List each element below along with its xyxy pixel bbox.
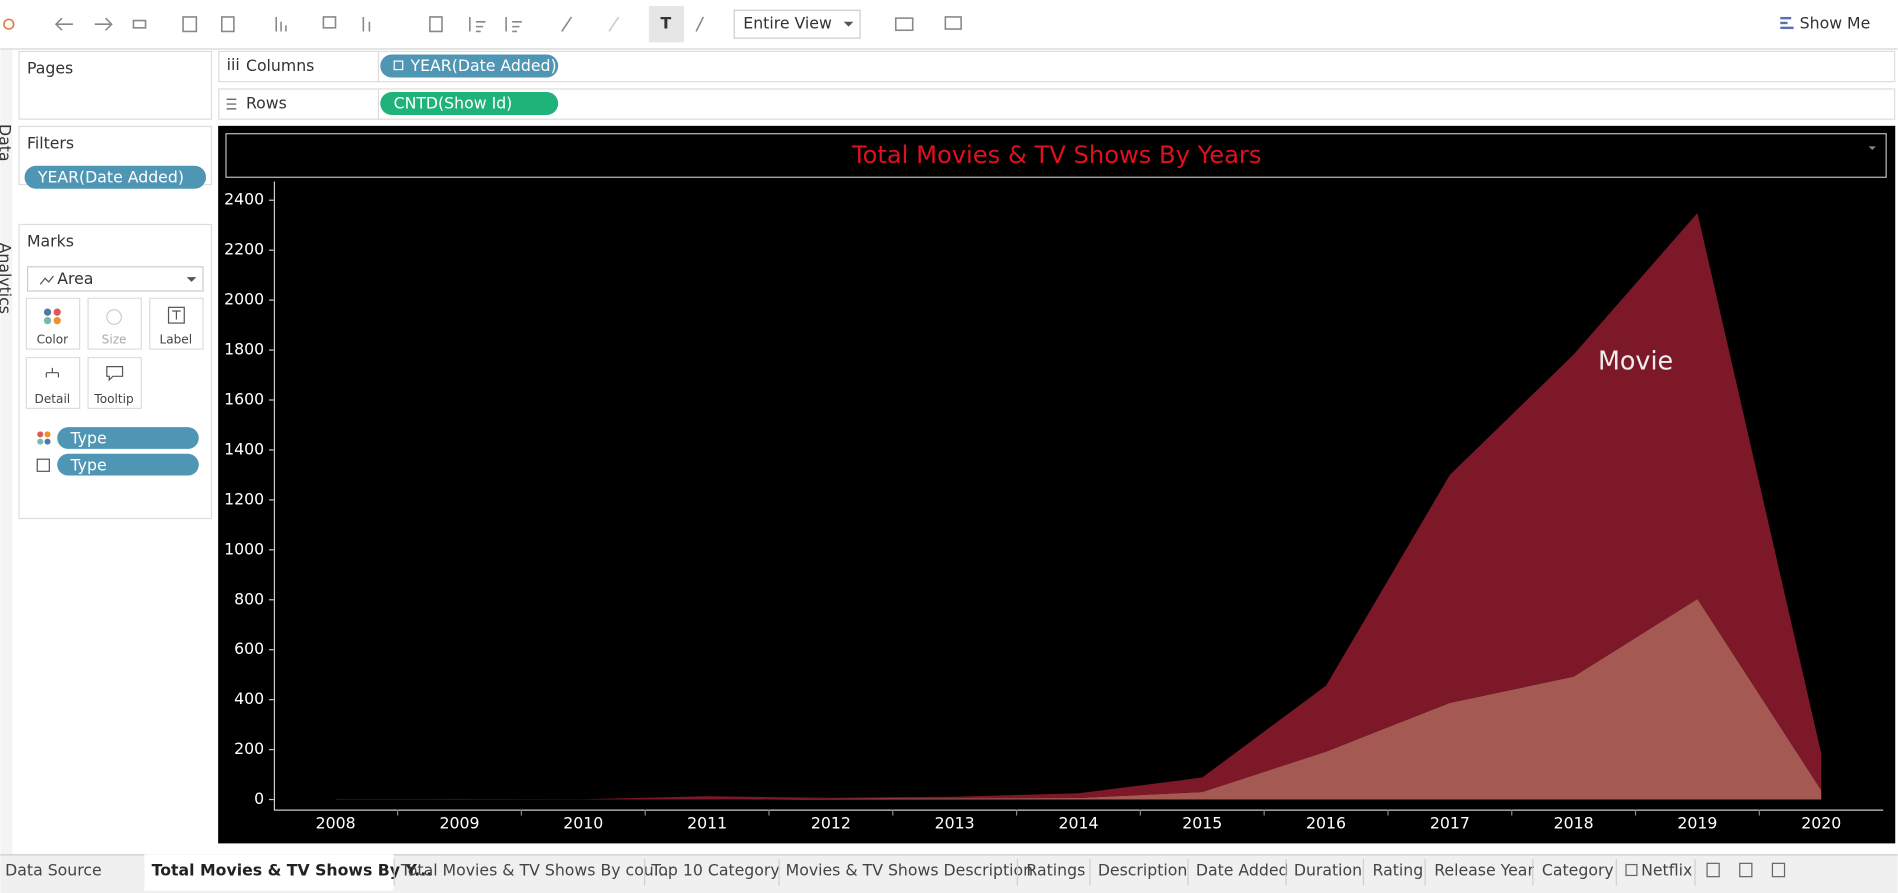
view-dropdown[interactable] <box>733 9 861 39</box>
show-me-icon <box>1780 16 1794 30</box>
y-tick-label: 2000 <box>224 290 264 309</box>
x-tick-label: 2019 <box>1677 814 1717 833</box>
rows-icon <box>226 98 237 110</box>
area <box>335 599 1822 800</box>
type-pill-text[interactable]: Type <box>70 455 107 474</box>
title-menu[interactable] <box>1868 146 1876 151</box>
sheet-tab[interactable]: Ratings <box>1026 861 1085 880</box>
y-tick-label: 600 <box>234 639 264 658</box>
sheet-tab[interactable]: Date Added <box>1196 861 1289 880</box>
new-sheet-button[interactable] <box>1739 862 1753 878</box>
toolbar <box>0 0 1898 49</box>
filter-pill-text[interactable]: YEAR(Date Added) <box>37 167 184 186</box>
columns-label: Columns <box>246 56 314 75</box>
type-pill-text[interactable]: Type <box>70 429 107 448</box>
x-tick-label: 2012 <box>811 814 851 833</box>
side-tab[interactable]: Data <box>0 124 14 162</box>
button-label[interactable]: Color <box>37 333 69 347</box>
show-me[interactable]: Show Me <box>1800 14 1871 33</box>
marks-title: Marks <box>27 232 74 251</box>
detail-button[interactable] <box>25 356 81 409</box>
y-tick-label: 800 <box>234 589 264 608</box>
new-sheet-button[interactable] <box>1706 862 1720 878</box>
mark-type[interactable]: Area <box>57 269 93 288</box>
pages-card <box>18 50 213 120</box>
rows-label: Rows <box>246 94 287 113</box>
sheet-tab[interactable]: Top 10 Category <box>650 861 779 880</box>
y-tick-label: 1000 <box>224 539 264 558</box>
dropdown-arrow <box>186 277 197 282</box>
sheet-tab[interactable]: Total Movies & TV Shows By cou... <box>400 861 669 880</box>
columns-icon: iii <box>227 55 240 74</box>
color-button[interactable] <box>25 297 81 350</box>
sheet-tab[interactable]: Category <box>1542 861 1614 880</box>
x-tick-label: 2014 <box>1058 814 1098 833</box>
netflix-icon <box>1625 863 1638 877</box>
rows-pill-text[interactable]: CNTD(Show Id) <box>394 94 513 113</box>
sheet-tab[interactable]: Description <box>1098 861 1188 880</box>
mark-buttons: Color Size Label Detail Tooltip <box>25 297 204 409</box>
label-icon <box>36 458 50 472</box>
y-tick-label: 200 <box>234 739 264 758</box>
columns-pill[interactable] <box>380 54 559 78</box>
side-strip <box>0 49 13 855</box>
y-tick-label: 2400 <box>224 190 264 209</box>
side-tab[interactable]: Analytics <box>0 243 14 314</box>
y-tick-label: 2200 <box>224 240 264 259</box>
y-tick-label: 0 <box>254 789 264 808</box>
area <box>335 212 1822 800</box>
x-tick-label: 2009 <box>439 814 479 833</box>
sheet-tab[interactable]: Release Year <box>1434 861 1534 880</box>
dropdown-arrow <box>843 21 854 27</box>
button-label[interactable]: Detail <box>35 392 71 406</box>
x-tick-label: 2015 <box>1182 814 1222 833</box>
type-pill[interactable] <box>57 427 199 449</box>
filters-title: Filters <box>27 133 74 152</box>
y-tick-label: 1600 <box>224 389 264 408</box>
sheet-tab[interactable]: Total Movies & TV Shows By Y... <box>152 861 433 880</box>
tabs: Data Source Total Movies & TV Shows By Y.… <box>5 854 1786 891</box>
title-box <box>225 133 1887 178</box>
y-tick-label: 1200 <box>224 489 264 508</box>
type-pill[interactable] <box>57 453 199 476</box>
sheet-tab[interactable]: Rating <box>1373 861 1424 880</box>
y-tick-label: 1800 <box>224 340 264 359</box>
mark-type-dropdown[interactable] <box>26 266 204 292</box>
chart-title: Total Movies & TV Shows By Years <box>851 141 1262 169</box>
active-tool[interactable] <box>648 6 685 43</box>
x-tick-label: 2020 <box>1801 814 1841 833</box>
plot: 0 200 400 600 800 1000 1200 1400 1600 1800 2000 220… <box>224 181 1884 833</box>
expand-icon <box>393 60 404 71</box>
x-tick-label: 2018 <box>1554 814 1594 833</box>
button-label[interactable]: Tooltip <box>93 392 134 406</box>
x-tick-label: 2017 <box>1430 814 1470 833</box>
view-mode[interactable]: Entire View <box>743 14 832 33</box>
new-sheet-button[interactable] <box>1771 862 1786 878</box>
area-label: Movie <box>1598 346 1673 376</box>
text-tool[interactable]: T <box>660 14 671 33</box>
x-tick-label: 2008 <box>316 814 356 833</box>
sheet-tab[interactable]: Data Source <box>5 861 102 880</box>
y-tick-label: 1400 <box>224 439 264 458</box>
x-tick-label: 2011 <box>687 814 727 833</box>
columns-pill-text[interactable]: YEAR(Date Added) <box>410 56 557 75</box>
color-icon <box>37 431 51 445</box>
button-label[interactable]: Label <box>159 333 192 347</box>
sheet-tab[interactable]: Movies & TV Shows Description <box>786 861 1033 880</box>
sheet-tab[interactable]: Netflix <box>1641 861 1692 880</box>
x-tick-label: 2010 <box>563 814 603 833</box>
rows-pill[interactable] <box>380 91 559 115</box>
pages-title: Pages <box>27 58 73 77</box>
x-tick-label: 2013 <box>935 814 975 833</box>
x-tick-label: 2016 <box>1306 814 1346 833</box>
sheet-tab[interactable]: Duration <box>1294 861 1362 880</box>
area-icon <box>39 275 55 285</box>
active-tab[interactable] <box>144 854 394 891</box>
button-label[interactable]: Size <box>102 333 127 347</box>
y-tick-label: 400 <box>234 689 264 708</box>
filter-pill[interactable] <box>24 165 207 189</box>
